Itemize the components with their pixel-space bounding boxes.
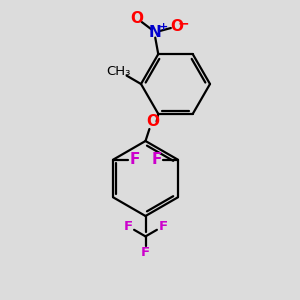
Text: F: F xyxy=(158,220,167,233)
Text: O: O xyxy=(170,19,183,34)
Text: −: − xyxy=(178,16,190,30)
Text: F: F xyxy=(141,245,150,259)
Text: O: O xyxy=(130,11,143,26)
Text: F: F xyxy=(124,220,133,233)
Text: O: O xyxy=(146,114,160,129)
Text: N: N xyxy=(149,25,162,40)
Text: F: F xyxy=(151,152,162,167)
Text: F: F xyxy=(129,152,140,167)
Text: CH₃: CH₃ xyxy=(106,65,131,78)
Text: +: + xyxy=(159,22,168,32)
